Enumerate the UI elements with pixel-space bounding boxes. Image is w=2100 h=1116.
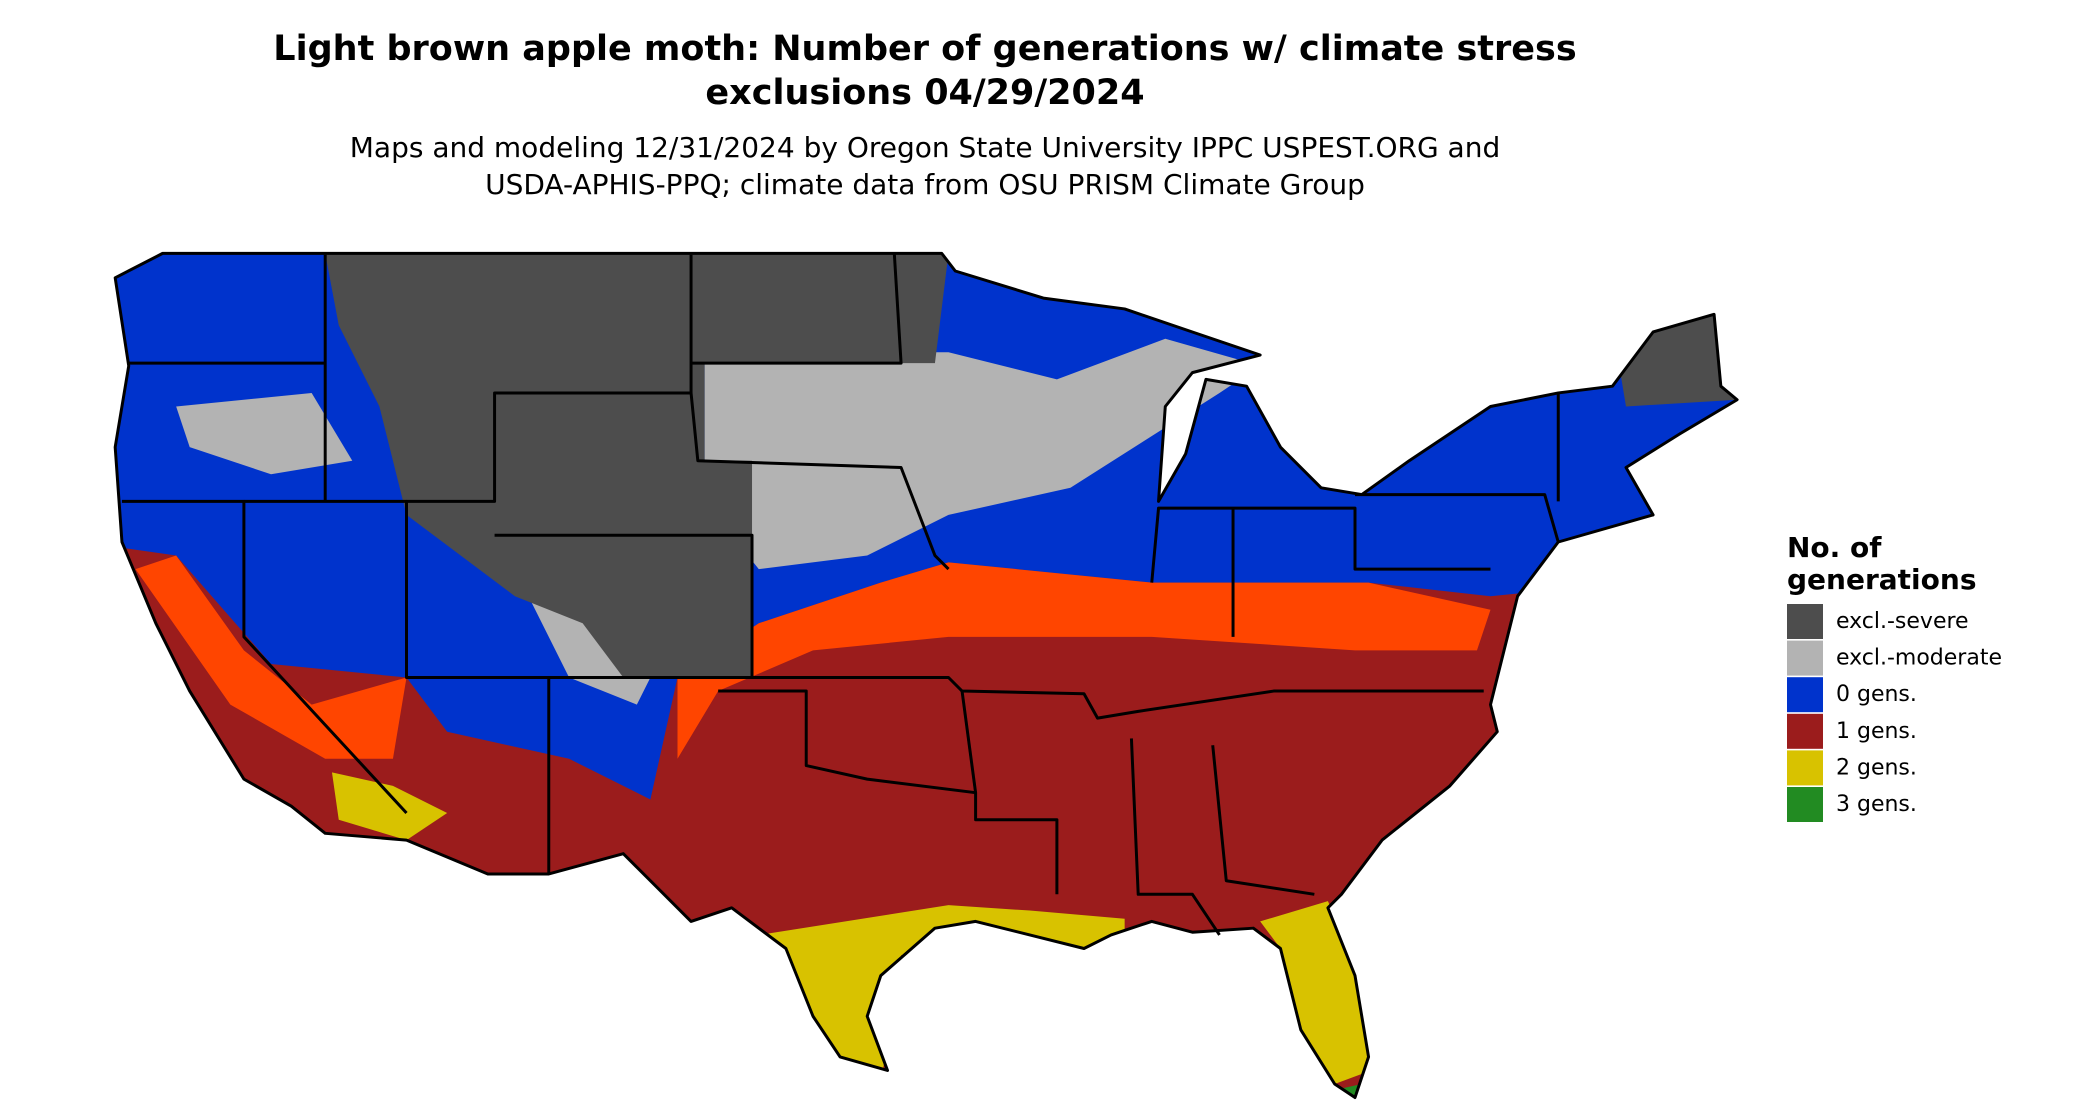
legend-label: 0 gens. bbox=[1836, 682, 1917, 707]
zone-excl-severe bbox=[325, 253, 949, 678]
zone-2-gen bbox=[331, 772, 448, 841]
legend-label: 1 gens. bbox=[1836, 719, 1917, 744]
legend-title: No. of bbox=[1787, 531, 1882, 564]
legend-label: excl.-severe bbox=[1836, 609, 1969, 634]
legend-swatch bbox=[1787, 713, 1823, 749]
map-zones bbox=[115, 253, 1738, 1098]
legend-label: 2 gens. bbox=[1836, 755, 1917, 780]
title-line: exclusions 04/29/2024 bbox=[705, 73, 1144, 113]
zone-excl-moderate bbox=[176, 392, 353, 475]
legend-title: generations bbox=[1787, 563, 1976, 596]
zone-3-gen bbox=[1300, 1084, 1369, 1098]
state-borders bbox=[121, 253, 1560, 936]
zone-orange bbox=[677, 562, 1491, 759]
legend: excl.-severe excl.-moderate 0 gens. 1 gens.… bbox=[1787, 604, 2002, 822]
legend-label: excl.-moderate bbox=[1836, 646, 2002, 671]
subtitle-line: USDA-APHIS-PPQ; climate data from OSU PR… bbox=[485, 168, 1365, 201]
legend-swatch bbox=[1787, 787, 1823, 822]
zone-orange bbox=[135, 555, 407, 759]
legend-swatch bbox=[1787, 750, 1823, 786]
zone-2-gen bbox=[1260, 901, 1372, 1084]
legend-swatch bbox=[1787, 604, 1823, 639]
us-map bbox=[113, 251, 1739, 1100]
zone-2-gen bbox=[758, 905, 1125, 1084]
zone-excl-moderate bbox=[704, 338, 1261, 570]
legend-label: 3 gens. bbox=[1836, 792, 1917, 817]
subtitle-line: Maps and modeling 12/31/2024 by Oregon S… bbox=[350, 131, 1501, 164]
legend-swatch bbox=[1787, 677, 1823, 713]
legend-swatch bbox=[1787, 640, 1823, 676]
title-line: Light brown apple moth: Number of genera… bbox=[273, 29, 1576, 69]
